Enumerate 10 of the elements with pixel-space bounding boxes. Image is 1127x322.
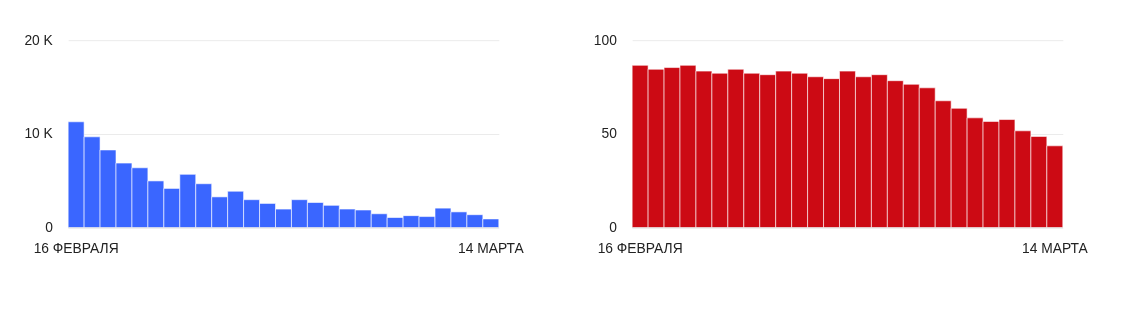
y-tick-label: 100: [593, 31, 618, 48]
x-tick-label: 16 ФЕВРАЛЯ: [33, 240, 119, 257]
y-tick-label: 0: [45, 219, 54, 236]
y-tick-label: 0: [609, 219, 618, 236]
y-tick-label: 10 K: [24, 125, 54, 142]
x-tick-label: 14 МАРТА: [457, 240, 525, 257]
x-tick-label: 16 ФЕВРАЛЯ: [597, 240, 683, 257]
y-tick-label: 20 K: [24, 31, 54, 48]
y-tick-label: 50: [601, 125, 618, 142]
x-tick-label: 14 МАРТА: [1021, 240, 1089, 257]
